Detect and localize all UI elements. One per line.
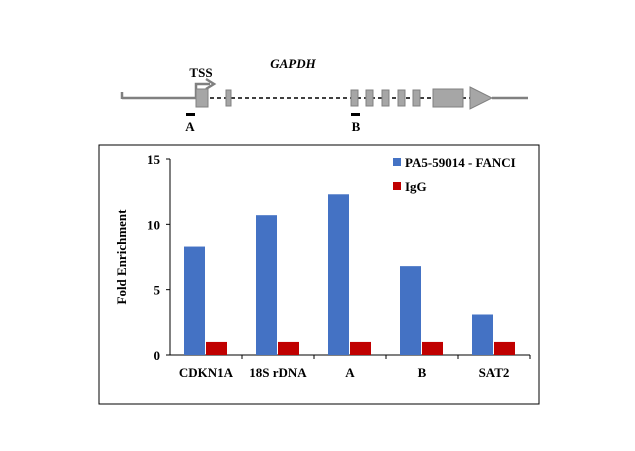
bar-fanci bbox=[184, 246, 205, 355]
x-tick-label: 18S rDNA bbox=[249, 365, 307, 380]
exon bbox=[225, 89, 232, 107]
legend-swatch bbox=[393, 158, 401, 166]
chart-frame bbox=[98, 144, 540, 405]
bar-fanci bbox=[400, 266, 421, 355]
bar-igg bbox=[206, 341, 227, 355]
amplicon-label-a: A bbox=[185, 119, 195, 134]
bar-fanci bbox=[328, 194, 349, 355]
bar-igg bbox=[350, 341, 371, 355]
y-tick-label: 15 bbox=[147, 152, 161, 167]
x-tick-label: B bbox=[418, 365, 427, 380]
exon bbox=[412, 89, 421, 107]
tss-arrowhead-icon bbox=[205, 77, 217, 91]
x-tick-label: A bbox=[345, 365, 355, 380]
exon bbox=[195, 88, 209, 108]
tss-label: TSS bbox=[189, 65, 212, 80]
bar-fanci bbox=[256, 215, 277, 355]
x-tick-label: SAT2 bbox=[479, 365, 510, 380]
legend-swatch bbox=[393, 182, 401, 190]
gene-direction-arrow-icon bbox=[469, 86, 494, 110]
exon bbox=[350, 89, 359, 107]
amplicon-marker-a bbox=[186, 113, 195, 116]
bar-fanci bbox=[472, 314, 493, 355]
gene-name: GAPDH bbox=[270, 56, 316, 71]
exon bbox=[397, 89, 406, 107]
bar-igg bbox=[278, 341, 299, 355]
amplicon-marker-b bbox=[351, 113, 360, 116]
amplicon-label-b: B bbox=[352, 119, 361, 134]
y-axis-label: Fold Enrichment bbox=[114, 209, 129, 305]
bar-chart: 0 5 10 15 Fold Enrichment CDKN1A 18S rDNA A B SAT… bbox=[114, 152, 531, 380]
bar-igg bbox=[422, 341, 443, 355]
exon bbox=[432, 88, 464, 108]
exon bbox=[365, 89, 374, 107]
y-tick-label: 10 bbox=[147, 217, 160, 232]
x-tick-label: CDKN1A bbox=[179, 365, 234, 380]
gene-diagram: GAPDH TSS A B bbox=[120, 56, 528, 134]
y-tick-label: 5 bbox=[154, 283, 161, 298]
legend-label: IgG bbox=[405, 179, 427, 194]
bar-igg bbox=[494, 341, 515, 355]
y-tick-label: 0 bbox=[154, 348, 161, 363]
legend-label: PA5-59014 - FANCI bbox=[405, 155, 516, 170]
exon bbox=[381, 89, 390, 107]
